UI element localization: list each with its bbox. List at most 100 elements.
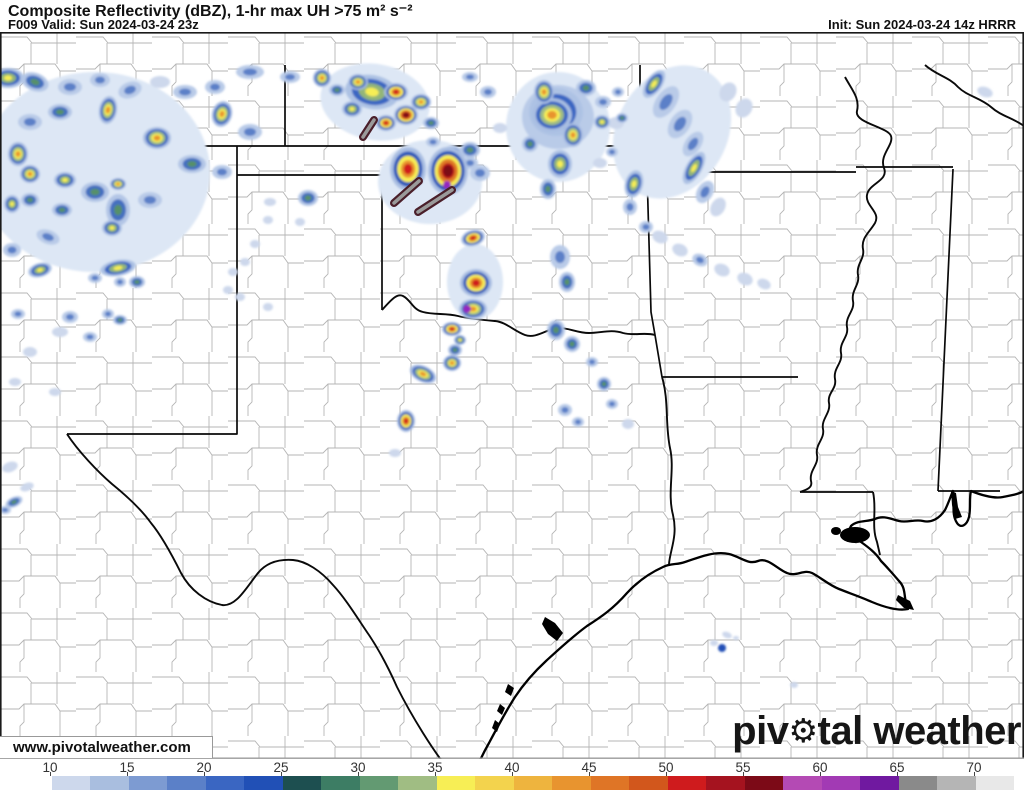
radar-cell (48, 104, 72, 120)
colorbar-segment (205, 776, 244, 790)
radar-cell (460, 142, 480, 158)
radar-cell (757, 278, 771, 290)
radar-cell (52, 203, 72, 217)
radar-cell (21, 193, 39, 207)
radar-cell (228, 268, 238, 276)
radar-cell (593, 158, 607, 168)
radar-cell (480, 86, 496, 98)
radar-cell (714, 263, 730, 277)
radar-cell (550, 245, 570, 269)
radar-cell (442, 322, 462, 336)
radar-cell (8, 142, 28, 166)
radar-cell (616, 113, 628, 123)
radar-cell (0, 506, 11, 514)
radar-cell (54, 172, 76, 188)
colorbar-tick-mark (897, 772, 898, 776)
radar-cell (205, 80, 225, 94)
radar-cell (443, 181, 451, 189)
colorbar-segment (398, 776, 437, 790)
radar-cell (597, 377, 611, 391)
colorbar-tick-label: 10 (42, 760, 58, 775)
radar-cell (722, 631, 732, 639)
radar-cell (426, 137, 440, 147)
map-frame (0, 32, 1024, 758)
colorbar-segment (13, 776, 52, 790)
radar-cell (11, 309, 25, 319)
radar-cell (448, 344, 462, 356)
radar-cell (710, 640, 718, 646)
radar-cell (733, 636, 739, 640)
colorbar-segment (51, 776, 90, 790)
colorbar-segment (629, 776, 668, 790)
colorbar-segment (975, 776, 1014, 790)
radar-cell (692, 253, 708, 267)
colorbar-tick-mark (512, 772, 513, 776)
colorbar-tick-label: 20 (196, 760, 212, 775)
radar-cell (150, 76, 170, 88)
forecast-valid-time: F009 Valid: Sun 2024-03-24 23z (8, 17, 199, 32)
colorbar-segment (282, 776, 321, 790)
gear-icon: ⚙ (788, 712, 818, 749)
radar-cell (534, 80, 554, 104)
radar-cell (90, 73, 110, 87)
radar-cell (559, 272, 575, 292)
page-title: Composite Reflectivity (dBZ), 1-hr max U… (8, 3, 413, 20)
radar-cell (547, 320, 565, 340)
radar-cell (100, 259, 136, 277)
radar-cell (606, 399, 618, 409)
updraft-helicity-tracks (359, 116, 456, 216)
radar-cell (384, 83, 408, 101)
radar-cell (461, 229, 485, 247)
radar-cell (564, 336, 580, 352)
radar-cell (563, 123, 583, 147)
colorbar-segment (783, 776, 822, 790)
radar-cell (212, 165, 232, 179)
colorbar-tick-mark (50, 772, 51, 776)
radar-cell (710, 197, 726, 217)
radar-cell (376, 115, 396, 131)
radar-cell (211, 101, 233, 127)
radar-cell (4, 195, 20, 213)
radar-cell (0, 72, 210, 272)
radar-cell (129, 276, 145, 288)
radar-cell (113, 315, 127, 325)
radar-cell (790, 682, 798, 688)
radar-cell (102, 309, 114, 319)
colorbar-tick-label: 40 (504, 760, 520, 775)
radar-cell (178, 155, 206, 173)
radar-cell (397, 410, 415, 432)
radar-cell (240, 258, 250, 266)
colorbar-segment (90, 776, 129, 790)
radar-cell (329, 84, 345, 96)
radar-cell (20, 482, 34, 492)
radar-cell (737, 272, 753, 286)
radar-cell (114, 277, 126, 287)
radar-cell (2, 461, 18, 473)
bays-and-lakes (492, 491, 962, 732)
colorbar-segment (860, 776, 899, 790)
model-init-time: Init: Sun 2024-03-24 14z HRRR (828, 17, 1016, 32)
uh-track (392, 179, 421, 205)
river-borders (66, 64, 1024, 759)
radar-cell (595, 96, 611, 108)
radar-cell (463, 305, 471, 313)
colorbar-segment (706, 776, 745, 790)
colorbar-segment (744, 776, 783, 790)
colorbar-tick-mark (127, 772, 128, 776)
radar-cell (470, 165, 490, 181)
radar-cell (718, 644, 726, 652)
colorbar-tick-label: 45 (581, 760, 597, 775)
radar-cell (623, 199, 637, 215)
composite-reflectivity-map (0, 32, 1024, 759)
radar-cell (606, 147, 618, 157)
radar-cell (594, 115, 610, 129)
uh-track (361, 118, 376, 139)
radar-cell (576, 80, 596, 96)
radar-cell (143, 127, 171, 149)
colorbar-tick-label: 60 (812, 760, 828, 775)
radar-cell (250, 240, 260, 248)
watermark-url[interactable]: www.pivotalweather.com (0, 736, 213, 758)
radar-cell (173, 85, 197, 99)
colorbar-segment (436, 776, 475, 790)
radar-cell (28, 262, 52, 278)
